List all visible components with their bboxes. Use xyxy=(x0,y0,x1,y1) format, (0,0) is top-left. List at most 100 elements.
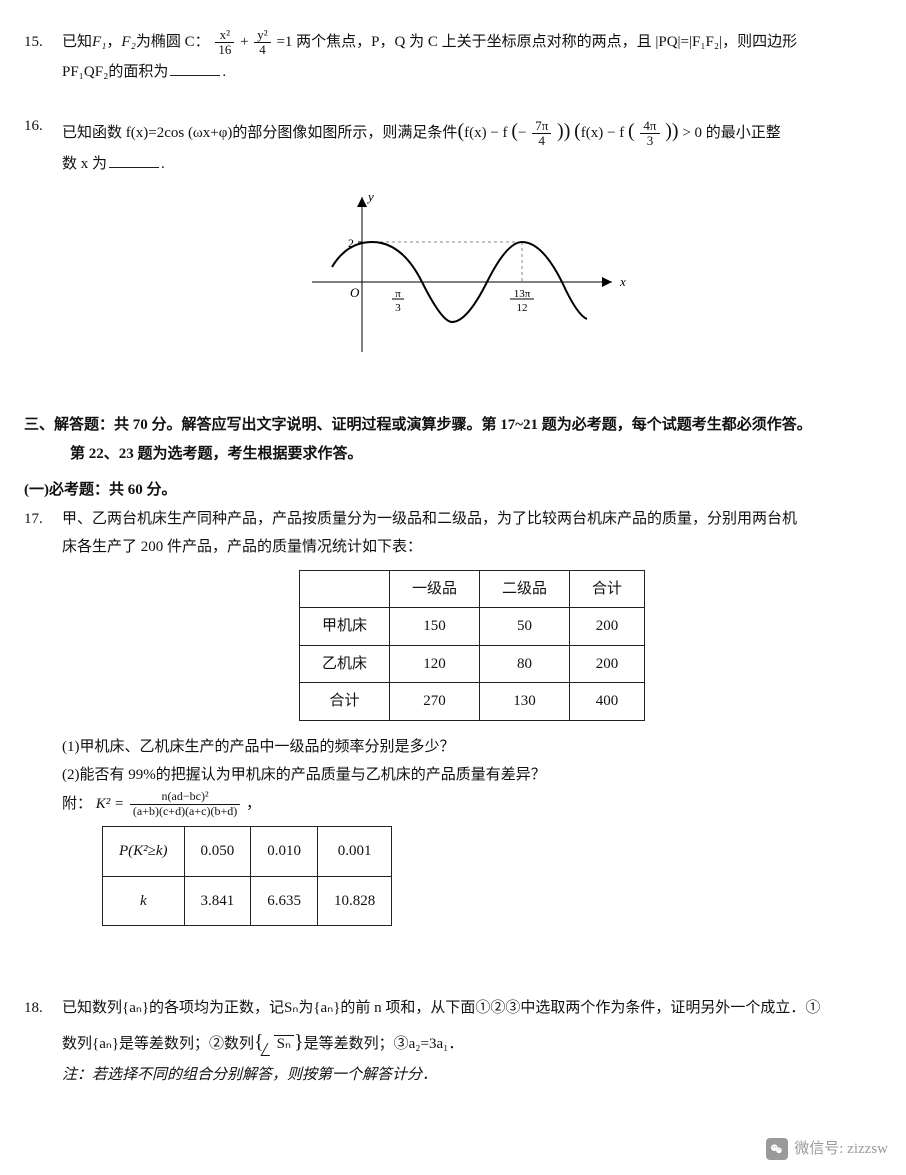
fraction: 4π3 xyxy=(640,119,659,149)
question-18: 18. 已知数列{aₙ}的各项均为正数，记Sₙ为{aₙ}的前 n 项和，从下面①… xyxy=(24,994,882,1089)
math-var: F₁ xyxy=(92,34,106,50)
text: > 0 的最小正整 xyxy=(682,125,780,141)
question-body: 甲、乙两台机床生产同种产品，产品按质量分为一级品和二级品，为了比较两台机床产品的… xyxy=(62,505,882,939)
table-cell: k xyxy=(103,876,185,926)
heading-text-2: 第 22、23 题为选考题，考生根据要求作答。 xyxy=(70,446,363,462)
k2-lhs: K² = xyxy=(96,796,124,812)
question-body: 已知F₁，F₂为椭圆 C： x²16 + y²4 =1 两个焦点，P，Q 为 C… xyxy=(62,28,882,86)
x-axis-label: x xyxy=(619,274,626,289)
text: 为椭圆 C： xyxy=(136,34,210,50)
table-cell: 0.001 xyxy=(318,827,392,877)
quality-table: 一级品 二级品 合计 甲机床 150 50 200 乙机床 120 80 200… xyxy=(299,570,645,721)
brace: } xyxy=(294,1031,304,1053)
paren: ( xyxy=(511,120,518,142)
section-3-heading: 三、解答题：共 70 分。解答应写出文字说明、证明过程或演算步骤。第 17~21… xyxy=(24,411,882,468)
plus: + xyxy=(240,34,248,50)
numerator: n(ad−bc)² xyxy=(130,790,240,804)
fill-blank xyxy=(170,61,220,76)
table-cell: 400 xyxy=(570,683,645,721)
tick-num: π xyxy=(395,288,401,300)
text: 已知 xyxy=(62,34,92,50)
text: 甲、乙两台机床生产同种产品，产品按质量分为一级品和二级品，为了比较两台机床产品的… xyxy=(62,511,797,527)
paren: ) xyxy=(564,120,571,142)
question-number: 17. xyxy=(24,505,62,939)
table-row: k 3.841 6.635 10.828 xyxy=(103,876,392,926)
numerator: 7π xyxy=(532,119,551,134)
table-header: 一级品 xyxy=(389,570,479,608)
table-header: 合计 xyxy=(570,570,645,608)
k2-fraction: n(ad−bc)² (a+b)(c+d)(a+c)(b+d) xyxy=(130,790,240,817)
paren: ) xyxy=(557,120,564,142)
table-cell: 0.050 xyxy=(184,827,251,877)
origin-label: O xyxy=(350,285,360,300)
fraction: x²16 xyxy=(215,28,234,58)
period: . xyxy=(222,64,226,80)
table-cell: P(K²≥k) xyxy=(103,827,185,877)
paren: ( xyxy=(574,120,581,142)
denominator: 4 xyxy=(254,43,270,57)
table-header: 二级品 xyxy=(480,570,570,608)
numerator: x² xyxy=(215,28,234,43)
numerator: 4π xyxy=(640,119,659,134)
sqrt: Sₙ xyxy=(264,1030,294,1059)
table-row: 甲机床 150 50 200 xyxy=(299,608,644,646)
text: =1 两个焦点，P，Q 为 C 上关于坐标原点对称的两点，且 |PQ|=|F₁F… xyxy=(276,34,797,50)
text: f(x) − f xyxy=(464,125,507,141)
question-number: 15. xyxy=(24,28,62,86)
p-value-table: P(K²≥k) 0.050 0.010 0.001 k 3.841 6.635 … xyxy=(102,826,392,926)
cosine-graph: 2 O x y π 3 13π 12 xyxy=(62,187,882,368)
table-cell: 80 xyxy=(480,645,570,683)
table-cell: 150 xyxy=(389,608,479,646)
table-cell: 130 xyxy=(480,683,570,721)
fill-blank xyxy=(109,153,159,168)
subquestion-1: (1)甲机床、乙机床生产的产品中一级品的频率分别是多少？ xyxy=(62,733,882,762)
tick-num: 13π xyxy=(514,288,531,300)
table-cell: 120 xyxy=(389,645,479,683)
table-row: 合计 270 130 400 xyxy=(299,683,644,721)
x-tick-2: 13π 12 xyxy=(510,288,534,314)
question-body: 已知函数 f(x)=2cos (ωx+φ)的部分图像如图所示，则满足条件(f(x… xyxy=(62,112,882,385)
brace: { xyxy=(254,1031,264,1053)
question-number: 16. xyxy=(24,112,62,385)
tick-den: 3 xyxy=(395,302,401,314)
table-cell: 乙机床 xyxy=(299,645,389,683)
denominator: (a+b)(c+d)(a+c)(b+d) xyxy=(130,805,240,818)
attach-label: 附： xyxy=(62,796,92,812)
text: 是等差数列；③a₂=3a₁． xyxy=(304,1036,464,1052)
text: f(x) − f xyxy=(581,125,624,141)
table-cell: 6.635 xyxy=(251,876,318,926)
table-cell: 合计 xyxy=(299,683,389,721)
paren: ( xyxy=(628,120,635,142)
denominator: 4 xyxy=(532,134,551,148)
heading-text: 三、解答题：共 70 分。解答应写出文字说明、证明过程或演算步骤。第 17~21… xyxy=(24,417,812,433)
table-cell: 10.828 xyxy=(318,876,392,926)
paren: ) xyxy=(672,120,679,142)
wechat-icon xyxy=(766,1138,788,1160)
denominator: 16 xyxy=(215,43,234,57)
question-15: 15. 已知F₁，F₂为椭圆 C： x²16 + y²4 =1 两个焦点，P，Q… xyxy=(24,28,882,86)
paren: ) xyxy=(665,120,672,142)
note: 注：若选择不同的组合分别解答，则按第一个解答计分． xyxy=(62,1067,437,1083)
math-var: F₂ xyxy=(121,34,135,50)
table-cell: 3.841 xyxy=(184,876,251,926)
numerator: y² xyxy=(254,28,270,43)
formula-attach: 附： K² = n(ad−bc)² (a+b)(c+d)(a+c)(b+d) ， xyxy=(62,790,882,819)
question-number: 18. xyxy=(24,994,62,1089)
neg: − xyxy=(518,125,526,141)
y-axis-label: y xyxy=(366,189,374,204)
table-cell: 0.010 xyxy=(251,827,318,877)
radicand: Sₙ xyxy=(274,1035,294,1052)
question-17: 17. 甲、乙两台机床生产同种产品，产品按质量分为一级品和二级品，为了比较两台机… xyxy=(24,505,882,939)
table-row: P(K²≥k) 0.050 0.010 0.001 xyxy=(103,827,392,877)
x-tick-1: π 3 xyxy=(392,288,404,314)
wechat-footer: 微信号: zizzsw xyxy=(766,1135,888,1164)
graph-svg: 2 O x y π 3 13π 12 xyxy=(302,187,642,357)
comma: ， xyxy=(246,796,261,812)
table-cell: 甲机床 xyxy=(299,608,389,646)
wechat-label: 微信号: zizzsw xyxy=(794,1135,888,1164)
denominator: 3 xyxy=(640,134,659,148)
text: 已知函数 f(x)=2cos (ωx+φ)的部分图像如图所示，则满足条件 xyxy=(62,125,457,141)
text: 数 x 为 xyxy=(62,156,107,172)
table-cell: 200 xyxy=(570,645,645,683)
table-cell: 50 xyxy=(480,608,570,646)
